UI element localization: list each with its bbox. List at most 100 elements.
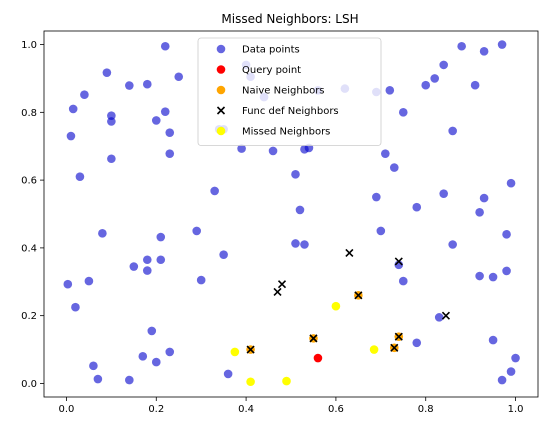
missed-neighbors-marker [246,377,255,387]
data-points-marker [439,189,448,198]
data-points-marker [475,271,484,281]
data-points-marker [434,313,444,322]
data-points-marker [430,74,440,83]
legend-missed-neighbors-swatch [216,126,226,136]
missed-neighbors-marker [230,347,240,357]
legend-query-point-label: Query point [242,65,301,76]
data-points-marker [63,279,73,289]
func-def-neighbors-marker [246,345,255,354]
func-def-neighbors-marker-stroke [277,280,287,289]
data-points-marker [142,79,152,89]
data-points-marker [506,178,516,188]
data-points-marker [295,205,305,215]
data-points-marker [165,347,175,357]
data-points-marker [125,81,134,90]
chart-title: Missed Neighbors: LSH [221,12,358,26]
func-def-neighbors-marker [273,287,282,297]
data-points-marker [398,276,408,286]
data-points-marker [448,126,457,136]
data-points-marker [385,86,395,95]
x-axis: 0.0 0.2 0.4 0.6 0.8 1.0 [59,397,524,415]
data-points-marker [129,262,139,271]
func-def-neighbors-marker-stroke [246,345,255,354]
y-axis: 0.0 0.2 0.4 0.6 0.8 1.0 [21,40,44,390]
data-points-marker [174,72,184,82]
data-points-marker [160,41,170,51]
func-def-neighbors-marker-stroke [394,332,403,341]
data-marks [63,40,520,387]
y-tick-label: 0.6 [21,176,37,187]
data-points-marker [151,357,161,367]
data-points-marker [506,367,516,376]
func-def-neighbors-marker-stroke [394,257,403,266]
y-tick-label: 0.2 [21,311,37,322]
legend-data-points-label: Data points [242,45,300,56]
y-tick-label: 0.4 [21,243,37,254]
data-points-marker [502,230,511,239]
data-points-marker [84,276,94,286]
data-points-marker [479,47,489,56]
y-tick-label: 0.8 [21,108,37,119]
y-tick-label: 0.0 [21,379,37,390]
legend-naive-neighbors-swatch [216,85,226,95]
x-tick-label: 0.0 [59,404,75,415]
data-points-marker [497,40,507,49]
data-points-marker [165,149,175,158]
data-points-marker [66,131,76,141]
func-def-neighbors-marker [394,257,403,266]
data-points-marker [223,369,233,379]
legend-func-def-neighbors-label: Func def Neighbors [242,106,339,117]
data-points-marker [93,374,103,384]
legend-naive-neighbors-label: Naive Neighbors [242,86,325,97]
legend-data-points-swatch [216,44,226,54]
query-point-marker [313,353,323,363]
data-points-marker [389,163,399,172]
data-points-marker [147,326,157,336]
data-points-marker [102,68,112,77]
data-points-marker [502,266,511,276]
legend: Data points Query point Naive Neighbors Fun… [197,37,382,146]
data-points-marker [68,104,78,114]
data-points-marker [71,302,80,312]
data-points-marker [479,193,489,203]
data-points-marker [151,116,161,125]
data-points-marker [196,275,206,285]
x-tick-label: 0.4 [238,404,254,415]
data-points-marker [107,154,116,164]
func-def-neighbors-marker-stroke [309,334,318,343]
x-tick-label: 0.2 [148,404,164,415]
data-points-marker [268,146,278,156]
func-def-neighbors-marker [345,248,354,258]
data-points-marker [210,186,219,196]
data-points-marker [107,117,116,126]
x-tick-label: 1.0 [508,404,524,415]
func-def-neighbors-marker [354,291,363,300]
func-def-neighbors-marker [277,280,287,289]
legend-func-def-neighbors-swatch [216,106,226,115]
legend-func-def-neighbors-swatch-stroke [216,106,226,115]
func-def-neighbors-marker [390,343,399,352]
legend-missed-neighbors-label: Missed Neighbors [242,127,330,138]
missed-neighbors-marker [282,376,291,386]
data-points-marker [80,90,89,100]
data-points-marker [142,255,152,265]
data-points-marker [470,80,480,90]
data-points-marker [475,208,484,217]
func-def-neighbors-marker [394,332,403,341]
data-points-marker [138,352,148,361]
data-points-marker [291,170,300,179]
func-def-neighbors-marker-stroke [345,248,354,258]
data-points-marker [376,226,386,236]
data-points-marker [125,375,134,385]
data-points-marker [192,226,201,236]
data-points-marker [457,41,466,51]
data-points-marker [421,80,431,90]
data-points-marker [412,338,422,348]
data-points-marker [398,108,408,117]
func-def-neighbors-marker-stroke [441,311,451,320]
plot-area [43,30,539,398]
x-tick-label: 0.8 [418,404,434,415]
func-def-neighbors-marker-stroke [273,287,282,297]
data-points-marker [488,335,498,345]
